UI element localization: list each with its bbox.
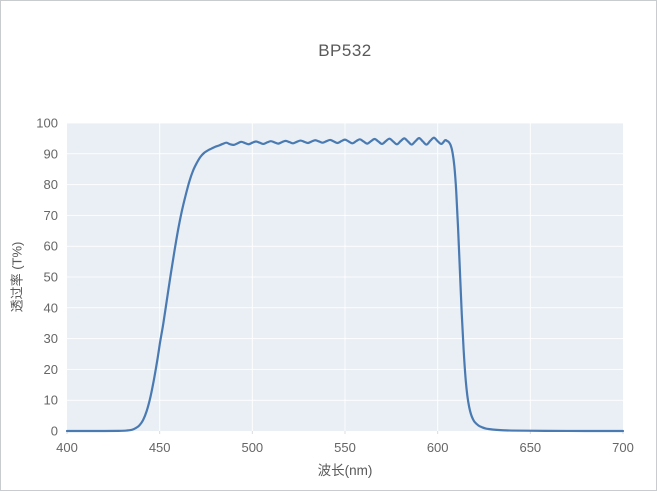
y-tick-label: 90 (44, 146, 58, 161)
y-tick-label: 60 (44, 239, 58, 254)
x-tick-label: 600 (427, 440, 449, 455)
y-tick-label: 80 (44, 177, 58, 192)
y-tick-label: 70 (44, 208, 58, 223)
x-tick-label: 400 (56, 440, 78, 455)
series-line (65, 136, 625, 433)
x-tick-label: 550 (334, 440, 356, 455)
x-tick-label: 500 (241, 440, 263, 455)
y-tick-label: 10 (44, 393, 58, 408)
y-tick-label: 20 (44, 362, 58, 377)
x-tick-label: 450 (149, 440, 171, 455)
chart-title: BP532 (318, 41, 372, 60)
y-tick-label: 0 (51, 424, 58, 439)
x-tick-label: 700 (612, 440, 634, 455)
y-tick-label: 30 (44, 331, 58, 346)
y-tick-label: 40 (44, 300, 58, 315)
x-tick-label: 650 (519, 440, 541, 455)
y-tick-label: 50 (44, 270, 58, 285)
y-tick-label: 100 (36, 116, 58, 131)
x-axis-title: 波长(nm) (317, 463, 373, 478)
